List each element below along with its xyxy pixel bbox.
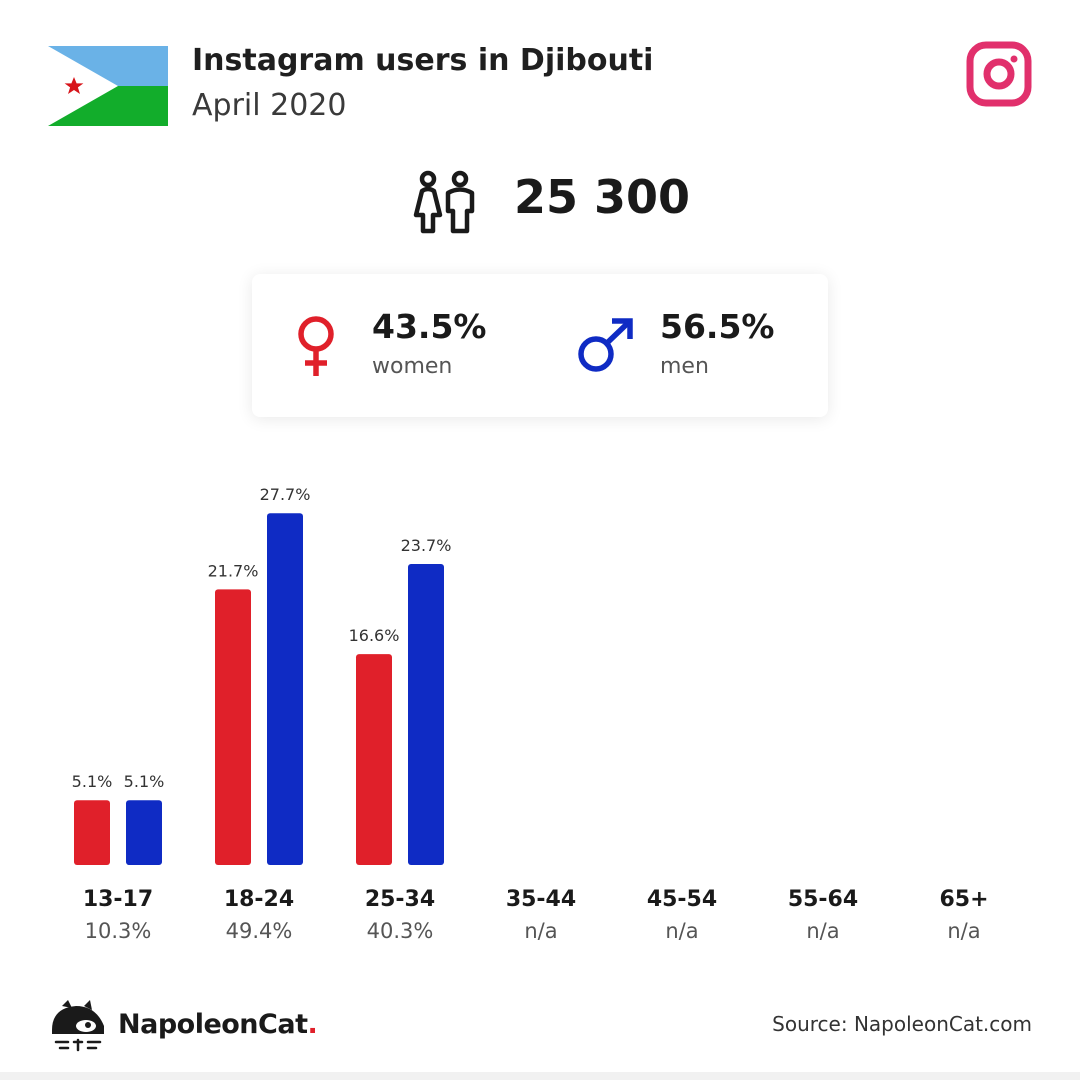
gender-card — [252, 274, 828, 417]
category-label-13-17: 13-17 — [83, 887, 153, 912]
men-label: men — [660, 354, 709, 379]
djibouti-flag-icon — [48, 46, 168, 126]
data-label-men-18-24: 27.7% — [260, 485, 311, 504]
category-label-65+: 65+ — [939, 887, 988, 912]
brand-dot: . — [307, 1009, 318, 1040]
category-total-35-44: n/a — [524, 919, 557, 943]
women-percentage: 43.5% — [372, 307, 487, 346]
data-label-women-18-24: 21.7% — [208, 561, 259, 580]
napoleoncat-logo-icon — [52, 1000, 104, 1052]
male-symbol-icon — [578, 318, 633, 372]
category-total-18-24: 49.4% — [226, 919, 293, 943]
data-label-women-25-34: 16.6% — [349, 626, 400, 645]
bar-men-18-24 — [267, 513, 303, 865]
category-total-55-64: n/a — [806, 919, 839, 943]
category-label-35-44: 35-44 — [506, 887, 576, 912]
page-title: Instagram users in Djibouti — [192, 43, 654, 78]
source-credit: Source: NapoleonCat.com — [772, 1012, 1032, 1036]
bar-women-18-24 — [215, 589, 251, 865]
category-total-25-34: 40.3% — [367, 919, 434, 943]
bar-women-13-17 — [74, 800, 110, 865]
total-users: 25 300 — [514, 170, 691, 224]
data-label-women-13-17: 5.1% — [72, 772, 113, 791]
women-label: women — [372, 354, 453, 379]
bar-women-25-34 — [356, 654, 392, 865]
people-icon — [413, 170, 475, 234]
bar-men-25-34 — [408, 564, 444, 865]
page-subtitle: April 2020 — [192, 88, 347, 123]
instagram-icon — [966, 41, 1032, 107]
brand-name-text: NapoleonCat — [118, 1009, 308, 1040]
bottom-strip — [0, 1072, 1080, 1080]
brand-name: NapoleonCat. — [118, 1009, 318, 1040]
category-total-13-17: 10.3% — [85, 919, 152, 943]
category-label-55-64: 55-64 — [788, 887, 858, 912]
female-symbol-icon — [298, 316, 334, 376]
category-label-18-24: 18-24 — [224, 887, 294, 912]
data-label-men-25-34: 23.7% — [401, 536, 452, 555]
bar-men-13-17 — [126, 800, 162, 865]
category-total-65+: n/a — [947, 919, 980, 943]
age-gender-bar-chart: 5.1% 5.1% 13-17 10.3% 21.7% 27.7% 18-24 49.4% 16… — [72, 485, 989, 943]
men-percentage: 56.5% — [660, 307, 775, 346]
category-label-25-34: 25-34 — [365, 887, 435, 912]
category-label-45-54: 45-54 — [647, 887, 717, 912]
category-total-45-54: n/a — [665, 919, 698, 943]
data-label-men-13-17: 5.1% — [124, 772, 165, 791]
